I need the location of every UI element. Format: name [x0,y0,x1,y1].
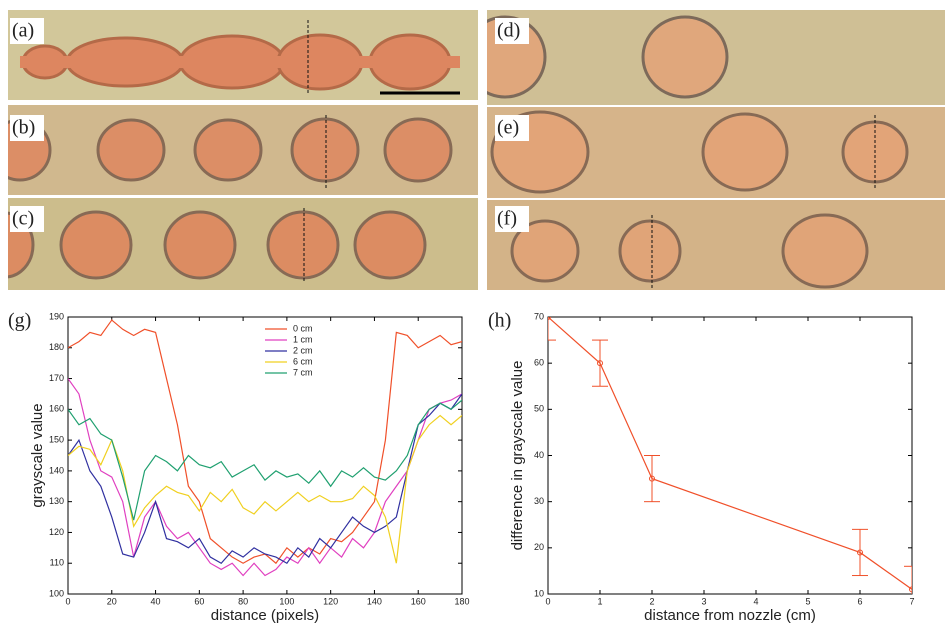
y-tick-label: 30 [534,496,544,506]
x-tick-label: 20 [107,596,117,606]
y-tick-label: 170 [49,373,64,383]
data-point [649,475,655,482]
x-tick-label: 120 [323,596,338,606]
plot-area [67,316,463,595]
panel-label: (h) [488,310,511,332]
panel-label: (b) [12,117,35,139]
error-bar [852,528,868,577]
x-tick-label: 60 [194,596,204,606]
panel-label: (f) [497,208,517,230]
error-bar [644,455,660,503]
y-tick-label: 60 [534,358,544,368]
x-tick-label: 0 [545,596,550,606]
data-line [68,414,462,564]
panel-labels: (a) (b) (c) (d) (e) (f) (g) (h) [8,18,529,332]
photo-c [8,198,478,290]
y-tick-label: 100 [49,588,64,598]
y-tick-label: 110 [50,558,64,568]
x-tick-label: 5 [805,596,810,606]
photo-f [487,200,945,290]
photo-a [8,10,478,100]
panel-label: (g) [8,310,31,332]
legend-label: 6 cm [293,356,313,366]
y-tick-label: 40 [534,450,544,460]
plot-layer [68,319,462,577]
y-axis-label: grayscale value [29,403,46,507]
x-tick-label: 80 [238,596,248,606]
photo-b [8,105,478,195]
data-point [857,549,863,556]
y-tick-label: 160 [49,404,64,414]
x-tick-label: 4 [753,596,758,606]
x-axis-label: distance from nozzle (cm) [644,607,816,624]
error-bar [592,339,608,387]
x-tick-label: 160 [411,596,426,606]
legend-label: 1 cm [293,334,313,344]
x-tick-label: 180 [454,596,469,606]
x-tick-label: 0 [65,596,70,606]
x-tick-label: 6 [857,596,862,606]
x-tick-label: 40 [151,596,161,606]
error-bar [548,317,556,341]
legend-label: 7 cm [293,367,313,377]
panel-label: (e) [497,117,519,139]
y-tick-label: 50 [534,404,544,414]
photo-d [487,10,945,105]
x-tick-label: 7 [909,596,914,606]
y-tick-label: 10 [534,588,544,598]
legend-label: 2 cm [293,345,313,355]
plot-area [547,316,913,595]
x-tick-label: 140 [367,596,382,606]
y-tick-label: 70 [534,311,544,321]
y-tick-label: 150 [49,434,64,444]
y-tick-label: 20 [534,542,544,552]
error-bar [904,565,912,594]
x-axis-label: distance (pixels) [211,607,319,624]
photo-e [487,107,945,198]
x-tick-label: 2 [649,596,654,606]
panel-label: (c) [12,208,34,230]
legend-label: 0 cm [293,323,313,333]
x-tick-label: 1 [597,596,602,606]
y-tick-label: 140 [49,465,64,475]
data-point [597,360,603,367]
data-point [909,586,912,593]
x-tick-label: 3 [701,596,706,606]
panel-label: (a) [12,20,34,42]
y-tick-label: 180 [49,342,64,352]
y-tick-label: 130 [49,496,64,506]
y-tick-label: 120 [49,527,64,537]
data-line [68,399,462,521]
x-tick-label: 100 [279,596,294,606]
panel-label: (d) [497,20,520,42]
y-tick-label: 190 [49,311,64,321]
y-axis-label: difference in grayscale value [509,361,526,551]
plot-layer [548,317,912,594]
data-line [68,393,462,565]
